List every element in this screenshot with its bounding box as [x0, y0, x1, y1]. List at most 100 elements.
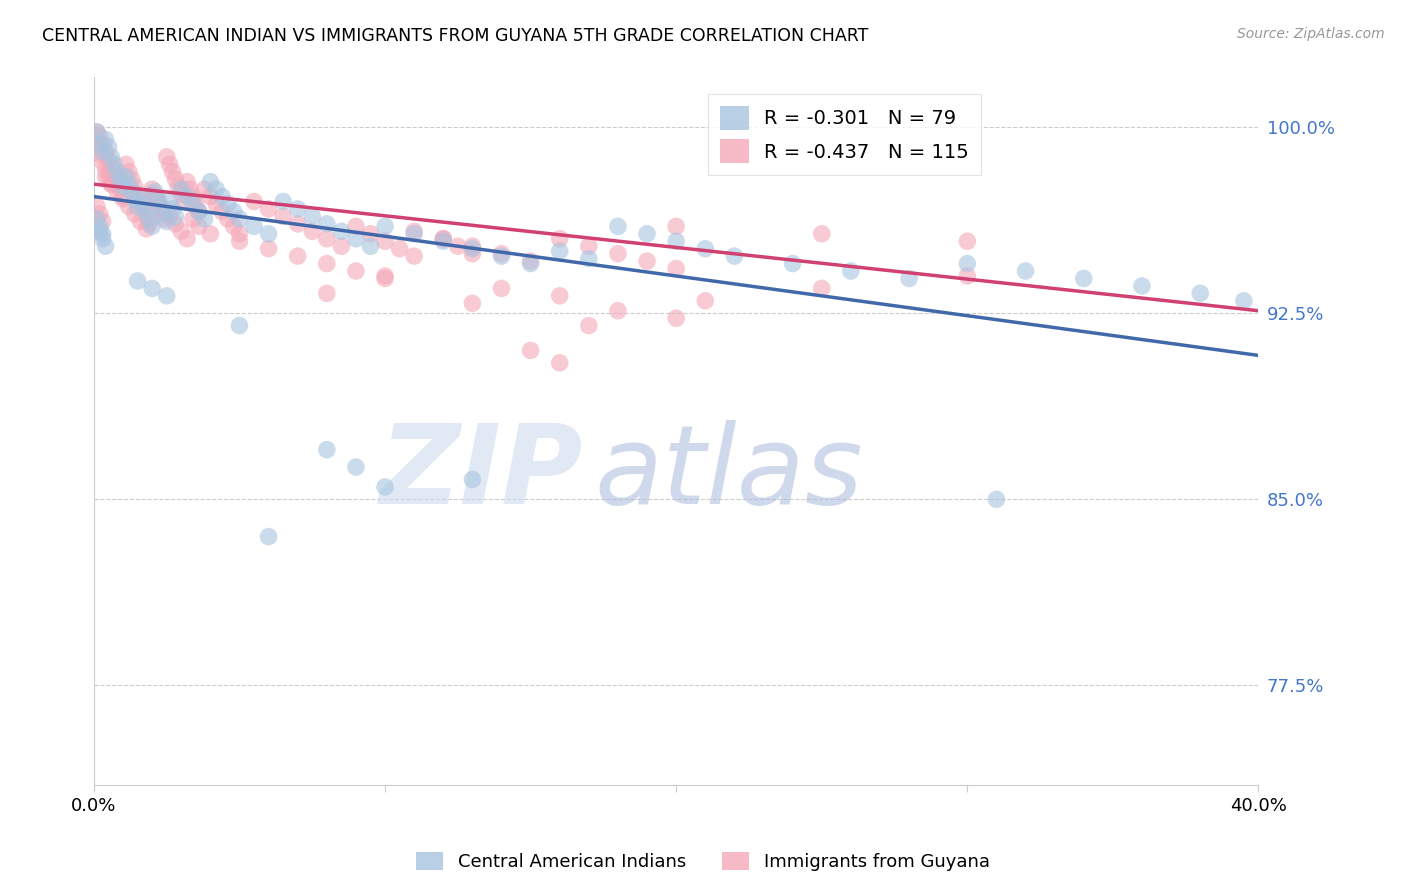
- Point: [432, 234, 454, 248]
- Point: [315, 286, 337, 301]
- Point: [257, 202, 280, 216]
- Point: [167, 179, 190, 194]
- Point: [315, 442, 337, 457]
- Point: [173, 194, 195, 209]
- Point: [121, 172, 143, 186]
- Point: [135, 204, 157, 219]
- Point: [141, 187, 163, 202]
- Point: [898, 271, 921, 285]
- Point: [665, 234, 688, 248]
- Point: [89, 224, 111, 238]
- Point: [461, 246, 484, 260]
- Point: [181, 211, 204, 226]
- Point: [97, 169, 120, 184]
- Point: [94, 239, 117, 253]
- Point: [162, 202, 184, 216]
- Point: [152, 211, 174, 226]
- Point: [257, 242, 280, 256]
- Point: [89, 207, 111, 221]
- Point: [548, 356, 571, 370]
- Point: [374, 480, 396, 494]
- Point: [243, 194, 266, 209]
- Point: [135, 210, 157, 224]
- Point: [344, 232, 367, 246]
- Text: atlas: atlas: [595, 420, 863, 527]
- Point: [127, 187, 149, 202]
- Point: [374, 219, 396, 234]
- Point: [94, 169, 117, 184]
- Point: [149, 199, 172, 213]
- Point: [360, 239, 382, 253]
- Point: [129, 214, 152, 228]
- Point: [132, 197, 155, 211]
- Point: [519, 343, 541, 358]
- Point: [86, 125, 108, 139]
- Point: [211, 204, 233, 219]
- Point: [103, 167, 125, 181]
- Point: [548, 289, 571, 303]
- Point: [548, 244, 571, 259]
- Point: [461, 242, 484, 256]
- Point: [156, 214, 179, 228]
- Point: [159, 194, 181, 209]
- Point: [105, 185, 128, 199]
- Point: [156, 289, 179, 303]
- Point: [86, 211, 108, 226]
- Point: [181, 197, 204, 211]
- Point: [344, 219, 367, 234]
- Point: [607, 246, 630, 260]
- Point: [1073, 271, 1095, 285]
- Point: [1189, 286, 1212, 301]
- Point: [519, 256, 541, 270]
- Point: [176, 232, 198, 246]
- Point: [115, 169, 138, 184]
- Point: [578, 318, 600, 333]
- Point: [112, 192, 135, 206]
- Point: [165, 210, 187, 224]
- Point: [86, 199, 108, 213]
- Point: [86, 125, 108, 139]
- Point: [143, 189, 166, 203]
- Point: [1014, 264, 1036, 278]
- Point: [193, 211, 215, 226]
- Point: [986, 492, 1008, 507]
- Point: [94, 162, 117, 177]
- Point: [184, 197, 207, 211]
- Point: [607, 303, 630, 318]
- Point: [91, 227, 114, 241]
- Point: [374, 234, 396, 248]
- Point: [810, 281, 832, 295]
- Point: [200, 175, 222, 189]
- Point: [176, 189, 198, 203]
- Point: [159, 210, 181, 224]
- Point: [636, 227, 658, 241]
- Point: [162, 165, 184, 179]
- Point: [344, 460, 367, 475]
- Point: [152, 202, 174, 216]
- Point: [170, 224, 193, 238]
- Point: [287, 217, 309, 231]
- Point: [118, 165, 141, 179]
- Point: [149, 204, 172, 219]
- Point: [156, 150, 179, 164]
- Point: [228, 234, 250, 248]
- Point: [217, 197, 239, 211]
- Point: [100, 160, 122, 174]
- Point: [89, 147, 111, 161]
- Point: [127, 199, 149, 213]
- Point: [129, 189, 152, 203]
- Point: [200, 189, 222, 203]
- Point: [165, 217, 187, 231]
- Point: [810, 227, 832, 241]
- Point: [170, 187, 193, 202]
- Point: [301, 224, 323, 238]
- Point: [636, 254, 658, 268]
- Point: [100, 177, 122, 191]
- Point: [782, 256, 804, 270]
- Point: [461, 473, 484, 487]
- Point: [181, 189, 204, 203]
- Point: [91, 154, 114, 169]
- Point: [388, 242, 411, 256]
- Point: [578, 239, 600, 253]
- Point: [91, 214, 114, 228]
